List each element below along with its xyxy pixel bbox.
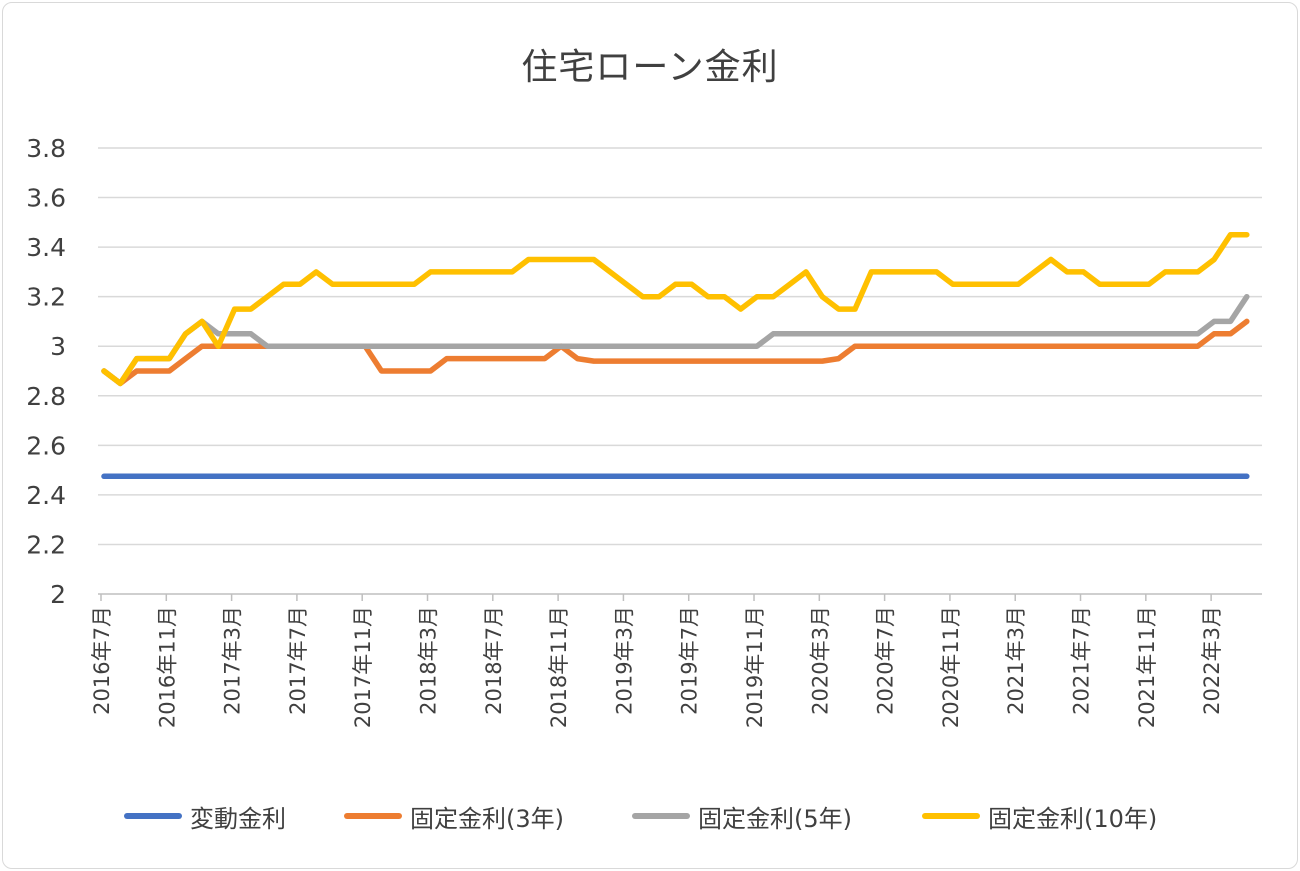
x-tick-label: 2016年11月 (155, 606, 179, 728)
y-tick-label: 3 (50, 332, 66, 361)
x-tick-label: 2017年7月 (286, 606, 310, 715)
legend-swatch (344, 813, 402, 819)
legend-item-2: 固定金利(5年) (632, 796, 852, 836)
x-tick-label: 2016年7月 (90, 606, 114, 715)
chart-title: 住宅ローン金利 (521, 47, 779, 88)
series-line-3 (101, 231, 1250, 387)
legend-swatch (632, 813, 690, 819)
y-tick-label: 2.6 (26, 431, 66, 460)
y-tick-label: 3.6 (26, 184, 66, 213)
y-tick-label: 2.8 (26, 382, 66, 411)
chart-legend: 変動金利 固定金利(3年) 固定金利(5年) 固定金利(10年) (0, 796, 1300, 836)
legend-label: 変動金利 (190, 804, 286, 833)
legend-swatch (124, 813, 182, 819)
legend-item-3: 固定金利(10年) (922, 796, 1157, 836)
x-tick-label: 2019年11月 (743, 606, 767, 728)
x-tick-label: 2021年11月 (1135, 606, 1159, 728)
x-tick-label: 2021年3月 (1004, 606, 1028, 715)
y-tick-label: 2.2 (26, 530, 66, 559)
x-tick-label: 2021年7月 (1070, 606, 1094, 715)
x-tick-label: 2020年11月 (939, 606, 963, 728)
series-line-2 (101, 293, 1250, 387)
x-tick-label: 2020年3月 (808, 606, 832, 715)
legend-label: 固定金利(10年) (988, 804, 1158, 833)
x-tick-label: 2017年3月 (221, 606, 245, 715)
legend-item-1: 固定金利(3年) (344, 796, 564, 836)
y-tick-label: 3.2 (26, 283, 66, 312)
legend-item-0: 変動金利 (124, 796, 286, 836)
x-axis-ticks: 2016年7月 2016年11月 2017年3月 2017年7月 2017年11月 201… (90, 594, 1224, 728)
y-tick-label: 2 (50, 580, 66, 609)
legend-label: 固定金利(3年) (410, 804, 564, 833)
x-tick-label: 2018年3月 (417, 606, 441, 715)
legend-label: 固定金利(5年) (698, 804, 852, 833)
y-tick-label: 2.4 (26, 481, 66, 510)
x-tick-label: 2020年7月 (874, 606, 898, 715)
x-tick-label: 2022年3月 (1200, 606, 1224, 715)
x-tick-label: 2019年7月 (678, 606, 702, 715)
x-tick-label: 2018年11月 (547, 606, 571, 728)
series-lines (101, 231, 1250, 480)
x-tick-label: 2017年11月 (351, 606, 375, 728)
gridlines (98, 147, 1262, 546)
x-tick-label: 2018年7月 (482, 606, 506, 715)
y-tick-label: 3.4 (26, 233, 66, 262)
legend-swatch (922, 813, 980, 819)
y-axis-ticks: 2 2.2 2.4 2.6 2.8 3 3.2 3.4 3.6 3.8 (26, 134, 66, 609)
y-tick-label: 3.8 (26, 134, 66, 163)
x-tick-label: 2019年3月 (612, 606, 636, 715)
series-line-1 (101, 318, 1250, 387)
